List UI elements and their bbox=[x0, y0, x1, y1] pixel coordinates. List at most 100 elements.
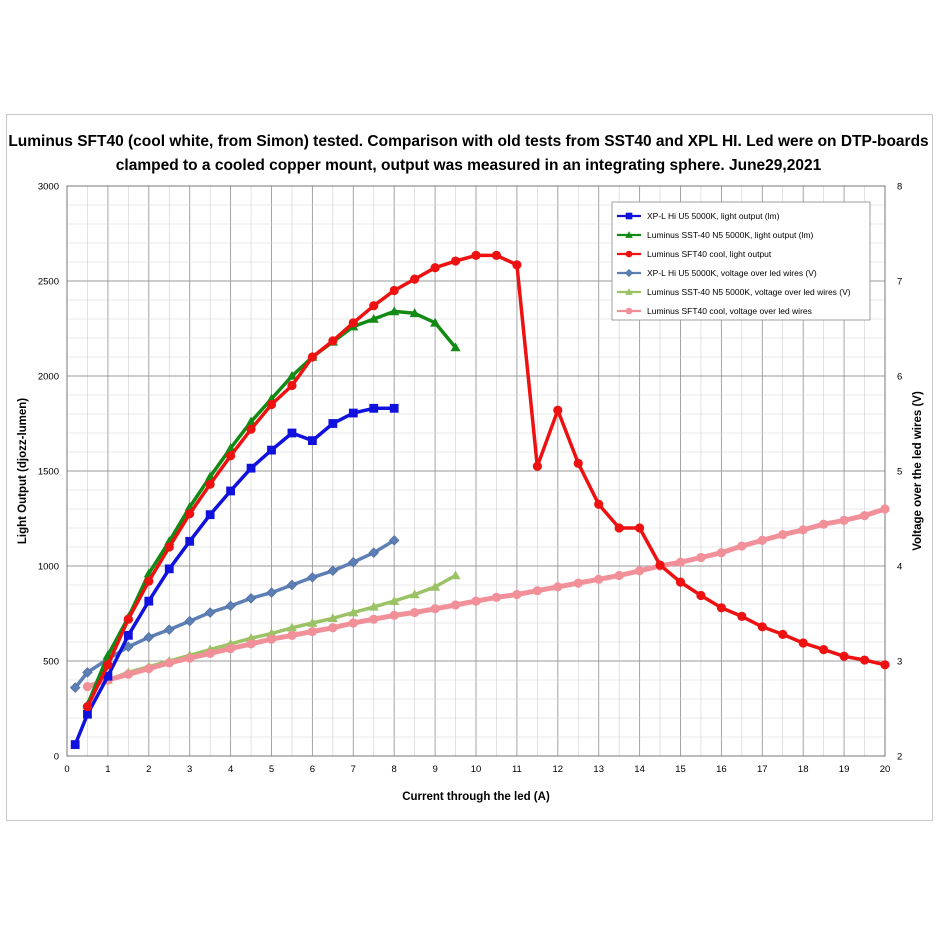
data-point bbox=[594, 499, 604, 509]
data-point bbox=[573, 458, 583, 468]
x-tick-label: 10 bbox=[471, 764, 482, 775]
legend: XP-L Hi U5 5000K, light output (lm) Lumin… bbox=[611, 201, 871, 321]
data-point bbox=[696, 590, 706, 601]
data-point bbox=[839, 515, 849, 526]
x-tick-label: 17 bbox=[757, 764, 768, 775]
data-point bbox=[410, 607, 420, 618]
data-point bbox=[245, 416, 257, 426]
data-point bbox=[388, 535, 400, 546]
series-line bbox=[85, 253, 887, 709]
tick-labels: 0 1 2 3 4 5 6 7 8 9 10 11 12 13 14 15 16 17 18 19 2005001000… bbox=[38, 182, 902, 776]
y-tick-label: 1000 bbox=[38, 562, 59, 573]
plot-area-border bbox=[66, 185, 886, 757]
data-point bbox=[123, 669, 133, 679]
y2-axis-title: Voltage over the led wires (V) bbox=[912, 391, 924, 551]
data-point bbox=[430, 263, 440, 273]
data-point bbox=[430, 581, 441, 591]
data-point bbox=[409, 308, 420, 318]
y-axis-title: Light Output (djozz-lumen) bbox=[17, 398, 29, 544]
data-point bbox=[69, 682, 81, 693]
data-point bbox=[205, 479, 215, 489]
data-point bbox=[635, 523, 645, 533]
data-point bbox=[553, 582, 563, 592]
legend-item: Luminus SST-40 N5 5000K, voltage over le… bbox=[617, 287, 851, 297]
data-point bbox=[512, 589, 522, 600]
data-point bbox=[226, 451, 236, 461]
data-point bbox=[757, 622, 767, 632]
x-tick-label: 15 bbox=[675, 764, 686, 775]
legend-label: Luminus SST-40 N5 5000K, light output (l… bbox=[647, 230, 813, 240]
data-point bbox=[757, 535, 767, 545]
data-point bbox=[450, 256, 461, 266]
data-point bbox=[348, 408, 358, 418]
data-point bbox=[655, 560, 665, 570]
data-point bbox=[164, 658, 174, 668]
data-point bbox=[389, 596, 400, 605]
data-point bbox=[226, 644, 236, 654]
data-point bbox=[103, 671, 113, 681]
x-tick-label: 20 bbox=[880, 764, 891, 775]
data-point bbox=[245, 633, 257, 642]
data-point bbox=[245, 593, 257, 604]
data-point bbox=[246, 463, 256, 473]
data-point bbox=[266, 587, 277, 598]
legend-label: Luminus SFT40 cool, voltage over led wir… bbox=[647, 306, 812, 316]
data-point bbox=[430, 604, 440, 614]
data-point bbox=[368, 313, 379, 323]
data-point bbox=[389, 306, 400, 316]
data-point bbox=[819, 645, 829, 655]
data-point bbox=[226, 486, 235, 496]
data-point bbox=[471, 250, 481, 260]
y2-tick-label: 2 bbox=[897, 752, 902, 763]
data-point bbox=[328, 419, 338, 428]
series-layer bbox=[69, 250, 890, 749]
legend-swatch-marker bbox=[625, 212, 633, 220]
y2-tick-label: 5 bbox=[897, 467, 902, 478]
data-point bbox=[267, 445, 276, 455]
data-point bbox=[308, 436, 317, 445]
legend-label: Luminus SST-40 N5 5000K, voltage over le… bbox=[647, 287, 851, 297]
data-point bbox=[266, 628, 277, 638]
data-point bbox=[512, 260, 522, 270]
data-point bbox=[491, 250, 502, 260]
data-point bbox=[327, 565, 339, 577]
data-point bbox=[859, 511, 870, 521]
y-tick-label: 1500 bbox=[38, 467, 59, 478]
x-tick-label: 9 bbox=[432, 764, 437, 775]
data-point bbox=[286, 370, 298, 380]
y-tick-label: 2500 bbox=[38, 277, 59, 288]
data-point bbox=[246, 424, 256, 434]
legend-swatch-marker bbox=[625, 307, 633, 315]
data-point bbox=[82, 702, 93, 712]
legend-item: XP-L Hi U5 5000K, voltage over led wires… bbox=[617, 268, 817, 278]
data-point bbox=[83, 709, 92, 719]
data-point bbox=[246, 639, 256, 649]
data-point bbox=[164, 542, 174, 552]
y-tick-label: 500 bbox=[43, 657, 59, 668]
data-point bbox=[839, 651, 849, 661]
data-point bbox=[82, 667, 93, 678]
x-tick-label: 11 bbox=[512, 764, 522, 775]
y2-tick-label: 7 bbox=[897, 277, 902, 288]
data-point bbox=[307, 626, 317, 637]
data-point bbox=[675, 557, 686, 567]
x-tick-label: 6 bbox=[310, 764, 315, 775]
data-point bbox=[389, 403, 399, 413]
x-tick-label: 4 bbox=[228, 764, 233, 775]
x-tick-label: 5 bbox=[269, 764, 274, 775]
data-point bbox=[307, 352, 317, 362]
series-1 bbox=[70, 403, 399, 749]
data-point bbox=[163, 624, 175, 635]
data-point bbox=[328, 623, 338, 633]
data-point bbox=[798, 525, 808, 535]
data-point bbox=[204, 607, 216, 618]
series-3 bbox=[82, 250, 890, 712]
data-point bbox=[144, 576, 154, 586]
data-point bbox=[103, 660, 113, 670]
x-tick-label: 16 bbox=[716, 764, 727, 775]
legend-item: Luminus SST-40 N5 5000K, light output (l… bbox=[617, 230, 813, 240]
data-point bbox=[369, 614, 379, 624]
data-point bbox=[348, 318, 358, 328]
x-tick-label: 14 bbox=[634, 764, 645, 775]
x-tick-label: 12 bbox=[553, 764, 564, 775]
